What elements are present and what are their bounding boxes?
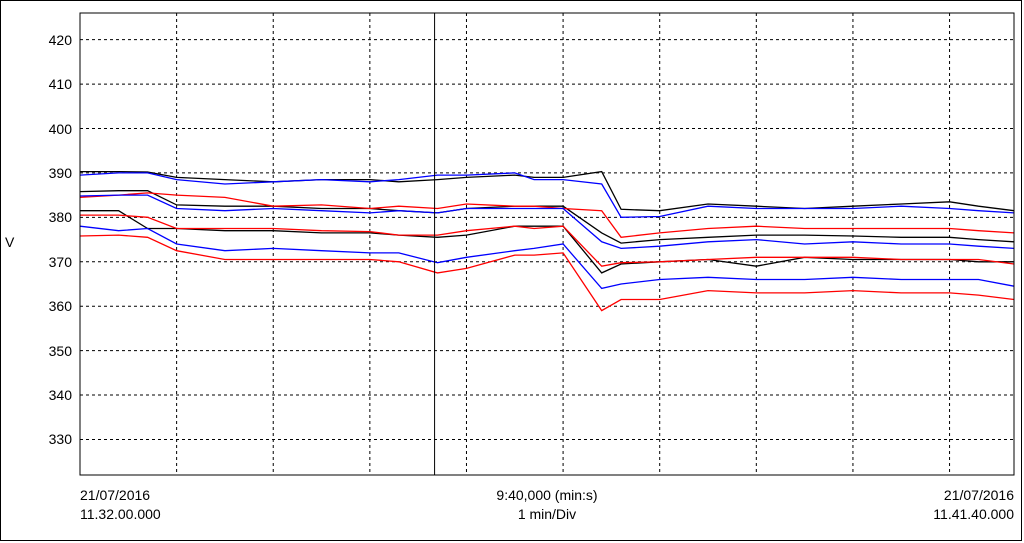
y-axis-label: V — [5, 234, 15, 250]
series-line-1 — [80, 170, 1015, 212]
series-line-4 — [79, 192, 1015, 238]
series-line-8 — [79, 225, 1015, 290]
grid-lines — [80, 13, 1014, 475]
plot-area — [79, 12, 1015, 476]
x-scale-label: 1 min/Div — [517, 506, 577, 522]
x-start-date: 21/07/2016 — [80, 487, 151, 503]
x-start-time: 11.32.00.000 — [80, 506, 161, 522]
series-line-2 — [79, 172, 1015, 218]
series-line-5 — [79, 194, 1015, 250]
y-tick-label: 410 — [48, 76, 72, 93]
x-span-label: 9:40,000 (min:s) — [496, 487, 598, 503]
y-tick-label: 370 — [48, 253, 72, 270]
x-end-date: 21/07/2016 — [943, 487, 1014, 503]
y-tick-label: 350 — [48, 342, 72, 359]
series-lines — [79, 170, 1015, 312]
y-tick-label: 380 — [48, 209, 72, 226]
y-tick-label: 400 — [48, 120, 72, 137]
series-line-9 — [79, 234, 1015, 312]
y-tick-label: 360 — [48, 298, 72, 315]
y-tick-label: 420 — [48, 31, 72, 48]
series-line-6 — [80, 210, 1014, 274]
series-line-7 — [80, 214, 1015, 267]
y-tick-label: 330 — [48, 431, 72, 448]
y-tick-label: 340 — [48, 387, 72, 404]
y-tick-label: 390 — [48, 164, 72, 181]
x-end-time: 11.41.40.000 — [933, 506, 1014, 522]
